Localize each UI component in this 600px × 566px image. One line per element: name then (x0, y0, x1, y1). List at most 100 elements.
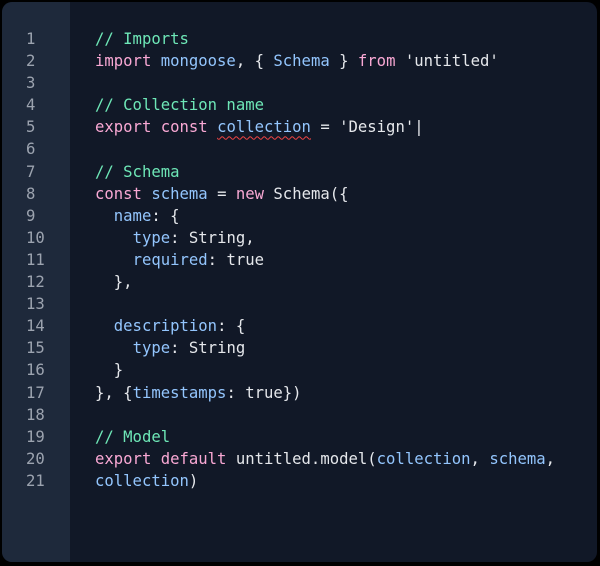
plain-token: : String, (170, 228, 255, 247)
code-line[interactable]: 5 export const collection = 'Design'| (2, 116, 597, 138)
ident-token: mongoose (160, 52, 236, 71)
line-code: required: true (95, 249, 264, 271)
plain-token (95, 317, 114, 335)
line-code: // Collection name (95, 94, 264, 116)
comment-token: // Model (95, 427, 171, 446)
plain-token: } (329, 52, 358, 71)
plain-token: : true}) (226, 383, 302, 402)
code-line[interactable]: 17 }, {timestamps: true}) (2, 382, 597, 404)
line-number: 17 (26, 383, 45, 402)
code-line[interactable]: 8 const schema = new Schema({ (2, 183, 597, 205)
ident-token: required (132, 250, 208, 269)
line-number: 5 (26, 118, 36, 137)
plain-token: : String (170, 339, 246, 358)
comment-token: // Schema (95, 162, 180, 181)
plain-token: ) (188, 471, 199, 490)
plain-token (95, 251, 133, 269)
keyword-token: import (95, 52, 161, 71)
line-number: 4 (26, 96, 36, 115)
plain-token: Schema({ (273, 184, 349, 203)
code-line[interactable]: 1 // Imports (2, 28, 597, 50)
line-number: 12 (26, 273, 45, 292)
ident-token: type (132, 339, 171, 358)
line-number: 7 (26, 162, 36, 181)
line-code: type: String (95, 337, 246, 359)
line-code: collection) (95, 470, 198, 492)
error-token: collection (217, 118, 311, 137)
code-line[interactable]: 13 (2, 293, 597, 315)
keyword-token: from (357, 52, 405, 71)
code-line[interactable]: 4 // Collection name (2, 94, 597, 116)
plain-token (95, 229, 133, 247)
line-number: 18 (26, 405, 45, 424)
line-code: description: { (95, 315, 245, 337)
code-line[interactable]: 15 type: String (2, 337, 597, 359)
ident-token: Schema (273, 52, 330, 71)
line-code: } (95, 359, 123, 381)
plain-token (95, 207, 114, 225)
code-line[interactable]: 2 import mongoose, { Schema } from 'untit… (2, 50, 597, 72)
line-number: 19 (26, 427, 45, 446)
code-line[interactable]: 16 } (2, 359, 597, 381)
plain-token: : { (151, 206, 180, 225)
ident-token: schema (489, 449, 546, 468)
line-code: import mongoose, { Schema } from 'untitl… (95, 50, 499, 72)
line-number: 2 (26, 52, 36, 71)
plain-token: }, (95, 273, 133, 292)
plain-token: 'untitled' (404, 52, 499, 71)
line-number: 9 (26, 206, 36, 225)
line-number: 21 (26, 471, 45, 490)
line-number: 8 (26, 184, 36, 203)
code-line[interactable]: 11 required: true (2, 249, 597, 271)
keyword-token: export const (95, 118, 218, 137)
ident-token: timestamps (132, 383, 227, 402)
line-number: 11 (26, 250, 45, 269)
plain-token (95, 339, 133, 357)
line-code: }, (95, 271, 133, 293)
line-code: type: String, (95, 227, 255, 249)
plain-token: : { (217, 317, 246, 336)
ident-token: name (113, 206, 152, 225)
plain-token: , (545, 449, 556, 468)
comment-token: // Imports (95, 30, 189, 48)
code-line[interactable]: 20 export default untitled.model(collecti… (2, 448, 597, 470)
line-number: 14 (26, 317, 45, 336)
line-number: 3 (26, 74, 36, 93)
line-number: 15 (26, 339, 45, 358)
keyword-token: const (95, 184, 152, 203)
line-code: export default untitled.model(collection… (95, 448, 555, 470)
plain-token: = (207, 184, 236, 203)
code-area[interactable]: 1 // Imports 2 import mongoose, { Schema } … (2, 28, 597, 492)
plain-token: , { (235, 52, 274, 71)
code-line[interactable]: 6 (2, 138, 597, 160)
line-code: export const collection = 'Design'| (95, 116, 424, 138)
line-number-gutter (2, 2, 70, 562)
line-number: 6 (26, 140, 36, 159)
line-number: 20 (26, 449, 45, 468)
line-code: // Schema (95, 161, 180, 183)
code-line[interactable]: 7 // Schema (2, 161, 597, 183)
code-line[interactable]: 9 name: { (2, 205, 597, 227)
plain-token: : true (207, 250, 265, 269)
ident-token: type (132, 228, 171, 247)
line-code: name: { (95, 205, 180, 227)
line-number: 16 (26, 361, 45, 380)
plain-token: , (470, 449, 490, 468)
code-line[interactable]: 10 type: String, (2, 227, 597, 249)
code-line[interactable]: 18 (2, 404, 597, 426)
code-line[interactable]: 21 collection) (2, 470, 597, 492)
code-line[interactable]: 3 (2, 72, 597, 94)
code-line[interactable]: 14 description: { (2, 315, 597, 337)
code-line[interactable]: 19 // Model (2, 426, 597, 448)
code-line[interactable]: 12 }, (2, 271, 597, 293)
keyword-token: new (235, 184, 274, 203)
line-number: 1 (26, 30, 36, 48)
ident-token: schema (151, 184, 208, 203)
line-code: // Model (95, 426, 170, 448)
line-code: const schema = new Schema({ (95, 183, 349, 205)
ident-token: collection (95, 471, 189, 490)
line-number: 13 (26, 295, 45, 314)
line-number: 10 (26, 228, 45, 247)
plain-token: }, { (95, 383, 133, 402)
